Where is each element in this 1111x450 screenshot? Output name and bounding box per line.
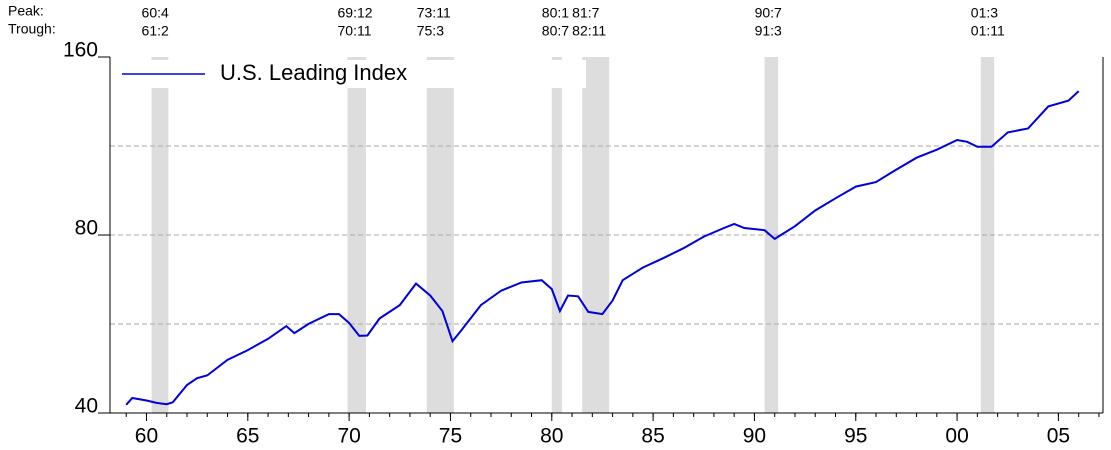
x-tick-label: 95 — [844, 425, 867, 448]
y-tick-label: 80 — [75, 217, 98, 240]
trough-date: 80:7 — [542, 23, 569, 39]
peak-date: 81:7 — [572, 5, 599, 21]
trough-date: 61:2 — [142, 23, 169, 39]
trough-date: 91:3 — [755, 23, 782, 39]
trough-date: 82:11 — [572, 23, 606, 39]
x-tick-label: 00 — [945, 425, 968, 448]
x-tick-label: 75 — [439, 425, 462, 448]
peak-date: 73:11 — [417, 5, 451, 21]
recession-band — [551, 57, 562, 413]
trough-date: 70:11 — [338, 23, 372, 39]
x-tick-label: 70 — [337, 425, 360, 448]
peak-date: 80:1 — [542, 5, 569, 21]
trough-label: Trough: — [8, 21, 56, 37]
x-tick-label: 05 — [1047, 425, 1070, 448]
peak-date: 69:12 — [338, 5, 373, 21]
y-tick-label: 160 — [63, 39, 98, 62]
peak-date: 01:3 — [971, 5, 998, 21]
peak-date: 60:4 — [142, 5, 169, 21]
series-line — [125, 90, 1080, 406]
y-tick-label: 40 — [75, 395, 98, 418]
legend-label: U.S. Leading Index — [220, 60, 407, 85]
trough-date: 01:11 — [971, 23, 1005, 39]
x-tick-label: 65 — [236, 425, 259, 448]
x-tick-label: 90 — [743, 425, 766, 448]
x-tick-label: 85 — [641, 425, 664, 448]
x-tick-label: 60 — [135, 425, 158, 448]
trough-date: 75:3 — [417, 23, 444, 39]
x-tick-label: 80 — [540, 425, 563, 448]
peak-date: 90:7 — [755, 5, 782, 21]
peak-label: Peak: — [8, 3, 44, 19]
